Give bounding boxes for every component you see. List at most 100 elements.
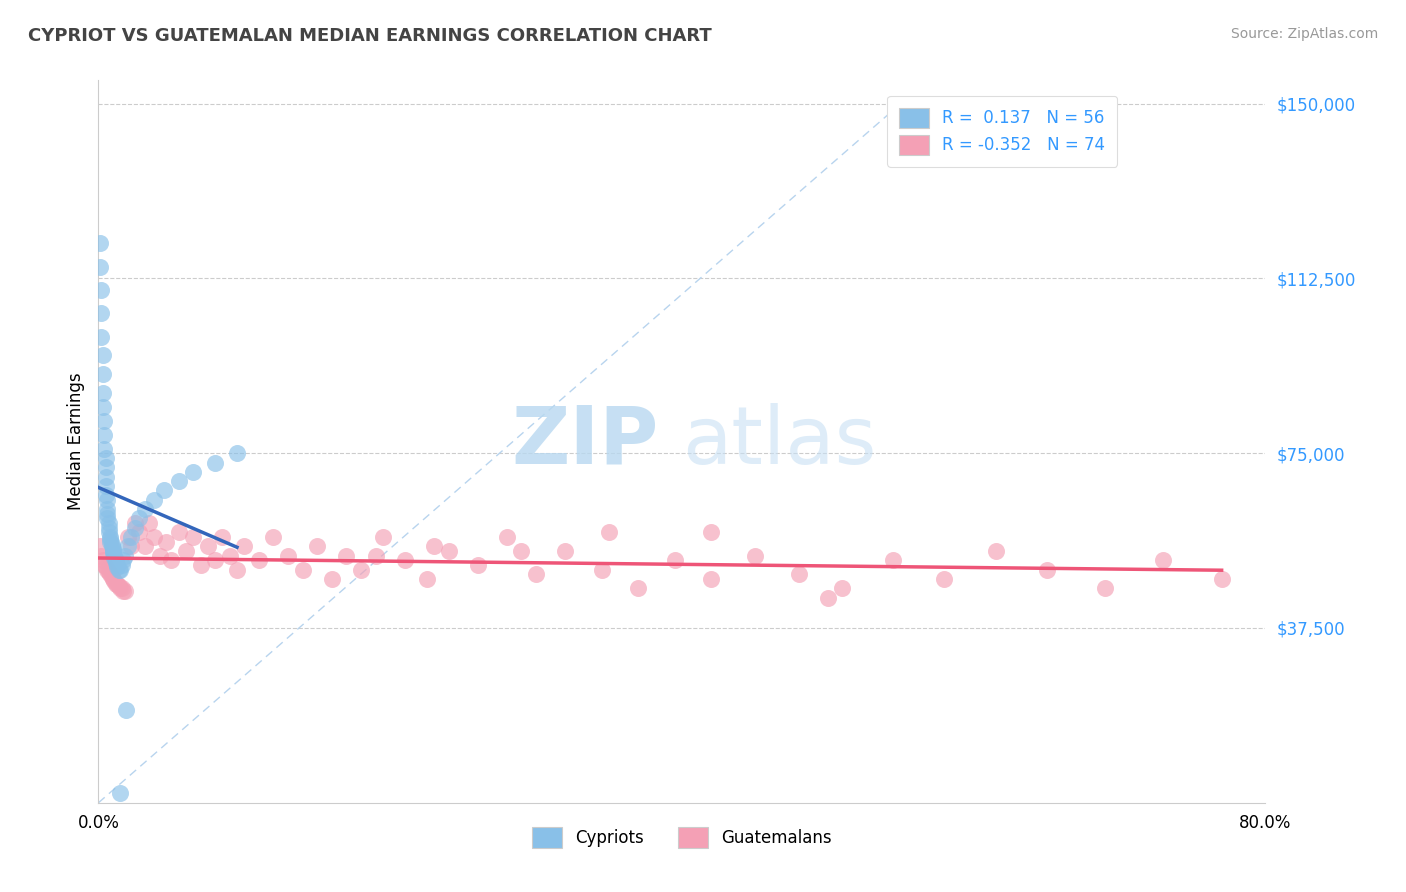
Point — [291, 563, 314, 577]
Point — [100, 570, 122, 584]
Point — [335, 549, 357, 563]
Point — [394, 553, 416, 567]
Point — [984, 544, 1007, 558]
Point — [364, 549, 387, 563]
Point — [103, 549, 125, 563]
Point — [510, 544, 533, 558]
Point — [94, 450, 117, 465]
Point — [128, 511, 150, 525]
Point — [415, 572, 437, 586]
Point — [124, 521, 146, 535]
Point — [104, 576, 127, 591]
Point — [1152, 553, 1174, 567]
Point — [120, 530, 142, 544]
Point — [134, 540, 156, 554]
Point — [181, 530, 204, 544]
Point — [181, 465, 204, 479]
Point — [90, 283, 112, 297]
Point — [105, 560, 128, 574]
Point — [91, 348, 114, 362]
Point — [117, 540, 139, 554]
Point — [94, 488, 117, 502]
Point — [96, 492, 118, 507]
Point — [197, 540, 219, 554]
Point — [100, 540, 122, 554]
Point — [104, 553, 127, 567]
Point — [524, 567, 547, 582]
Point — [105, 576, 128, 591]
Point — [93, 427, 115, 442]
Point — [437, 544, 460, 558]
Point — [97, 565, 120, 579]
Point — [89, 260, 111, 274]
Point — [96, 502, 118, 516]
Point — [190, 558, 212, 572]
Point — [226, 563, 249, 577]
Point — [160, 553, 183, 567]
Point — [104, 556, 127, 570]
Point — [90, 549, 112, 563]
Point — [204, 553, 226, 567]
Point — [115, 702, 138, 716]
Point — [89, 540, 111, 554]
Point — [1211, 572, 1233, 586]
Point — [120, 540, 142, 554]
Point — [153, 483, 176, 498]
Point — [112, 553, 135, 567]
Point — [155, 534, 177, 549]
Point — [700, 525, 723, 540]
Point — [831, 582, 853, 596]
Point — [247, 553, 270, 567]
Point — [96, 511, 118, 525]
Point — [100, 537, 122, 551]
Point — [423, 540, 446, 554]
Point — [93, 413, 115, 427]
Point — [882, 553, 904, 567]
Y-axis label: Median Earnings: Median Earnings — [66, 373, 84, 510]
Point — [94, 460, 117, 475]
Point — [96, 563, 118, 577]
Point — [591, 563, 613, 577]
Point — [114, 549, 136, 563]
Point — [142, 492, 165, 507]
Point — [94, 560, 117, 574]
Point — [226, 446, 249, 460]
Point — [700, 572, 723, 586]
Point — [110, 582, 132, 596]
Point — [627, 582, 650, 596]
Point — [128, 525, 150, 540]
Point — [138, 516, 160, 530]
Point — [142, 530, 165, 544]
Point — [167, 474, 190, 488]
Point — [467, 558, 489, 572]
Point — [93, 558, 115, 572]
Point — [371, 530, 394, 544]
Point — [98, 567, 121, 582]
Point — [149, 549, 172, 563]
Point — [110, 787, 132, 801]
Point — [91, 367, 114, 381]
Point — [307, 540, 329, 554]
Point — [554, 544, 576, 558]
Point — [167, 525, 190, 540]
Point — [89, 236, 111, 251]
Point — [114, 583, 136, 598]
Point — [90, 329, 112, 343]
Point — [218, 549, 240, 563]
Point — [98, 534, 121, 549]
Point — [321, 572, 343, 586]
Point — [108, 579, 131, 593]
Point — [817, 591, 839, 605]
Point — [664, 553, 686, 567]
Point — [262, 530, 284, 544]
Point — [98, 530, 121, 544]
Point — [103, 574, 125, 589]
Point — [174, 544, 197, 558]
Point — [97, 516, 120, 530]
Point — [91, 553, 114, 567]
Point — [98, 533, 121, 547]
Point — [94, 469, 117, 483]
Point — [277, 549, 299, 563]
Point — [101, 544, 124, 558]
Point — [934, 572, 956, 586]
